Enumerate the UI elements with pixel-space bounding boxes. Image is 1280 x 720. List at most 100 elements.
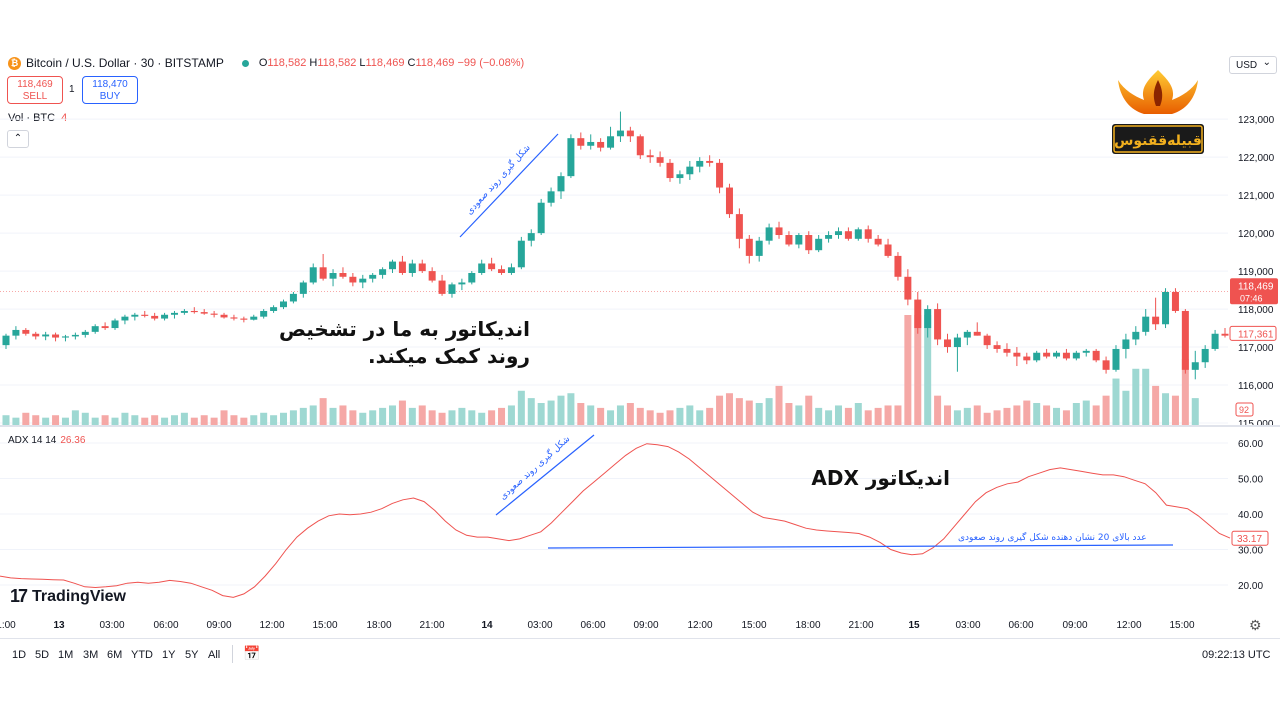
phoenix-tribe-logo: قبیله‌ققنوس bbox=[1110, 66, 1206, 156]
symbol-legend[interactable]: ₿ Bitcoin / U.S. Dollar · 30 · BITSTAMP … bbox=[8, 56, 524, 70]
candle-body bbox=[607, 136, 615, 148]
sell-label: SELL bbox=[22, 91, 48, 102]
range-button-5y[interactable]: 5Y bbox=[185, 649, 199, 661]
candle-body bbox=[1112, 348, 1120, 370]
time-axis[interactable]: 1:00 13 03:00 06:00 09:00 12:00 15:00 18:00 21:0… bbox=[0, 614, 1230, 638]
candle-body bbox=[458, 282, 466, 285]
range-button-all[interactable]: All bbox=[208, 649, 221, 661]
volume-bar bbox=[1162, 393, 1170, 425]
candle-body bbox=[944, 339, 952, 348]
candle-body bbox=[52, 334, 60, 338]
volume-bar bbox=[289, 410, 297, 425]
range-button-3m[interactable]: 3M bbox=[83, 649, 99, 661]
range-button-6m[interactable]: 6M bbox=[107, 649, 123, 661]
candle-body bbox=[1191, 362, 1199, 370]
time-tick-label: 13 bbox=[53, 620, 65, 631]
candle-body bbox=[993, 345, 1001, 349]
candle-body bbox=[478, 263, 486, 273]
volume-bar bbox=[329, 407, 337, 425]
volume-bar bbox=[250, 415, 258, 425]
last-price-time: 07:46 bbox=[1240, 293, 1263, 303]
settings-gear-icon[interactable]: ⚙ bbox=[1249, 617, 1262, 633]
volume-bar bbox=[557, 395, 565, 425]
candle-body bbox=[874, 238, 882, 245]
time-tick-label: 18:00 bbox=[366, 620, 392, 631]
candle-body bbox=[279, 301, 287, 308]
volume-bar bbox=[141, 417, 149, 425]
adx-legend[interactable]: ADX 14 14 26.36 bbox=[8, 435, 85, 446]
candle-body bbox=[1162, 291, 1170, 325]
range-button-1m[interactable]: 1M bbox=[58, 649, 74, 661]
candle-body bbox=[934, 309, 942, 340]
candle-body bbox=[250, 316, 258, 320]
toolbar-divider bbox=[232, 645, 233, 663]
sell-price: 118,469 bbox=[17, 79, 53, 90]
time-tick-label: 1:00 bbox=[0, 620, 16, 631]
candle-body bbox=[389, 261, 397, 270]
candle-body bbox=[537, 202, 545, 234]
candle-body bbox=[527, 233, 535, 241]
volume-bar bbox=[696, 410, 704, 425]
adx-tick-label: 50.00 bbox=[1238, 475, 1263, 486]
candle-body bbox=[270, 307, 278, 311]
candle-body bbox=[1152, 316, 1160, 325]
candle-body bbox=[1053, 352, 1061, 357]
volume-bar bbox=[52, 415, 60, 425]
candle-body bbox=[1062, 352, 1070, 359]
currency-select[interactable]: USD bbox=[1229, 54, 1277, 74]
range-button-1d[interactable]: 1D bbox=[12, 649, 27, 661]
candle-body bbox=[656, 157, 664, 163]
volume-bar bbox=[567, 393, 575, 425]
volume-bar bbox=[844, 407, 852, 425]
volume-bar bbox=[735, 398, 743, 425]
volume-legend[interactable]: Vol · BTC 4 bbox=[8, 112, 67, 124]
sell-button[interactable]: 118,469 SELL bbox=[7, 76, 63, 104]
time-tick-label: 03:00 bbox=[955, 620, 981, 631]
range-button-5d[interactable]: 5D bbox=[35, 649, 50, 661]
volume-bar bbox=[894, 405, 902, 425]
candle-body bbox=[616, 130, 624, 137]
time-tick-label: 06:00 bbox=[1008, 620, 1034, 631]
utc-clock[interactable]: 09:22:13 UTC bbox=[1202, 649, 1271, 661]
candle-body bbox=[488, 263, 496, 270]
time-tick-label: 12:00 bbox=[259, 620, 285, 631]
time-tick-label: 03:00 bbox=[99, 620, 125, 631]
candle-body bbox=[646, 155, 654, 158]
volume-bar bbox=[666, 410, 674, 425]
candle-body bbox=[924, 309, 932, 329]
price-tick-label: 116,000 bbox=[1238, 381, 1274, 392]
candle-body bbox=[507, 267, 515, 273]
price-chart[interactable]: 115,000 116,000 117,000 118,000 119,000 120,0… bbox=[0, 85, 1280, 427]
candle-body bbox=[22, 329, 30, 334]
candle-body bbox=[141, 314, 149, 316]
candle-body bbox=[686, 166, 694, 175]
candle-body bbox=[1102, 360, 1110, 370]
range-button-ytd[interactable]: YTD bbox=[131, 649, 153, 661]
volume-bar bbox=[616, 405, 624, 425]
candle-body bbox=[200, 312, 208, 314]
calendar-goto-icon[interactable]: 📅 bbox=[243, 645, 261, 661]
volume-bar bbox=[1112, 378, 1120, 425]
tradingview-logo[interactable]: 17 TradingView bbox=[10, 586, 126, 607]
volume-bar bbox=[22, 412, 30, 425]
last-price-badge bbox=[1230, 278, 1278, 305]
volume-bar bbox=[1043, 405, 1051, 425]
candle-body bbox=[1072, 352, 1080, 359]
candle-body bbox=[1092, 350, 1100, 361]
candle-body bbox=[983, 335, 991, 346]
volume-bar bbox=[636, 407, 644, 425]
candle-body bbox=[973, 331, 981, 336]
candle-body bbox=[369, 274, 377, 279]
range-button-1y[interactable]: 1Y bbox=[162, 649, 176, 661]
volume-bar bbox=[1122, 390, 1130, 425]
candle-body bbox=[260, 310, 268, 317]
volume-bar bbox=[279, 412, 287, 425]
collapse-legend-button[interactable]: ⌃ bbox=[7, 130, 29, 148]
volume-bar bbox=[854, 403, 862, 425]
volume-bar bbox=[745, 400, 753, 425]
time-tick-label: 15:00 bbox=[1169, 620, 1195, 631]
volume-bar bbox=[1003, 407, 1011, 425]
volume-bar bbox=[408, 407, 416, 425]
buy-button[interactable]: 118,470 BUY bbox=[82, 76, 138, 104]
